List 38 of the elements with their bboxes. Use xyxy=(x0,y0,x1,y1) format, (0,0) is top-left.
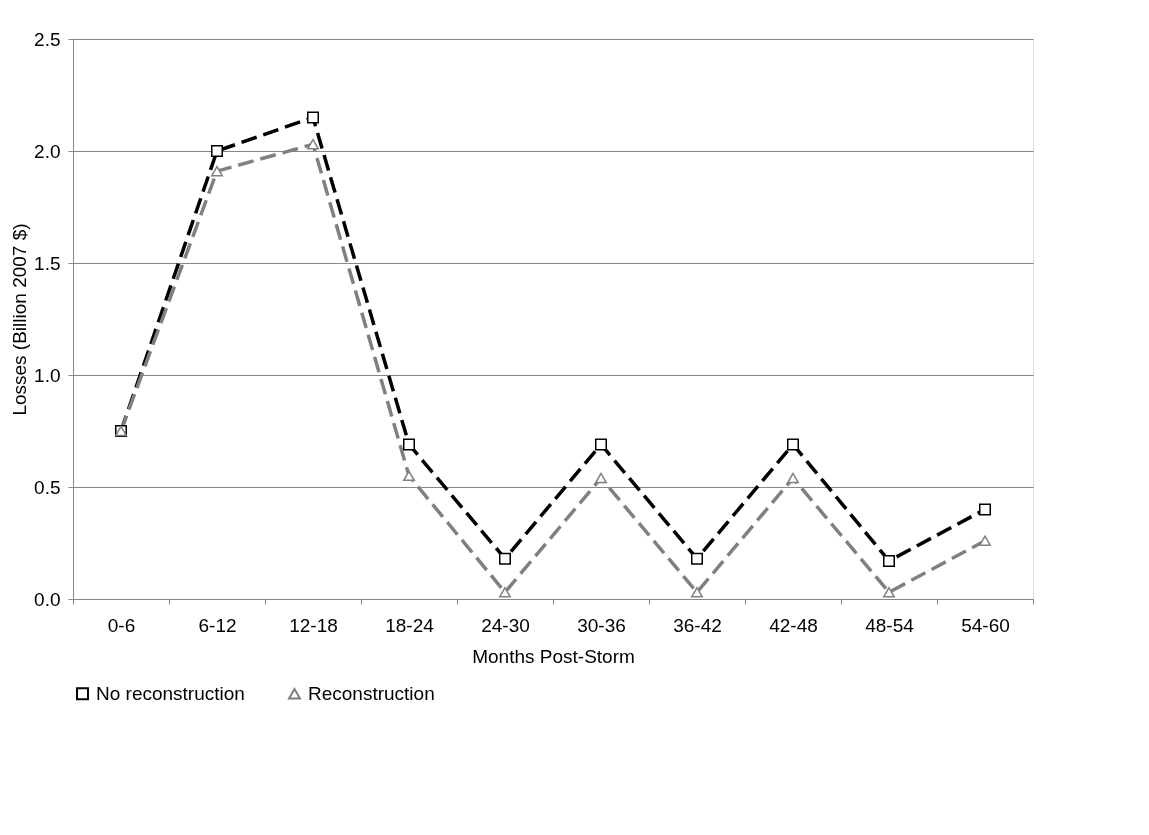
point xyxy=(787,472,799,484)
point xyxy=(595,472,607,484)
point xyxy=(691,552,703,565)
point xyxy=(883,554,895,567)
point xyxy=(499,552,511,565)
legend-label: Reconstruction xyxy=(308,682,435,704)
point xyxy=(211,145,223,157)
x-tick-label: 24-30 xyxy=(481,614,530,636)
y-tick-label: 1.5 xyxy=(34,252,61,274)
x-axis-title: Months Post-Storm xyxy=(472,645,635,667)
x-tick-label: 54-60 xyxy=(961,614,1010,636)
point xyxy=(787,438,799,451)
x-tick-label: 48-54 xyxy=(865,614,915,636)
y-tick-label: 0.5 xyxy=(34,476,61,498)
point xyxy=(307,138,319,150)
x-tick-label: 18-24 xyxy=(385,614,435,636)
point xyxy=(595,438,607,451)
point xyxy=(979,503,991,516)
y-tick-label: 2.5 xyxy=(34,28,61,50)
x-tick-label: 42-48 xyxy=(769,614,818,636)
point xyxy=(691,586,703,598)
point xyxy=(403,470,415,482)
x-tick-label: 30-36 xyxy=(577,614,626,636)
x-tick-label: 0-6 xyxy=(107,614,136,636)
y-axis-title: Losses (Billion 2007 $) xyxy=(9,223,31,416)
y-tick-label: 1.0 xyxy=(34,364,61,386)
point xyxy=(211,165,223,177)
y-tick-label: 2.0 xyxy=(34,140,61,162)
point xyxy=(499,586,511,598)
x-tick-label: 36-42 xyxy=(673,614,722,636)
x-tick-label: 6-12 xyxy=(198,614,237,636)
y-tick-label: 0.0 xyxy=(34,588,61,610)
point xyxy=(883,586,895,598)
legend-label: No reconstruction xyxy=(96,682,245,704)
point xyxy=(403,438,415,451)
point xyxy=(979,535,991,547)
point xyxy=(307,111,319,124)
x-tick-label: 12-18 xyxy=(289,614,338,636)
